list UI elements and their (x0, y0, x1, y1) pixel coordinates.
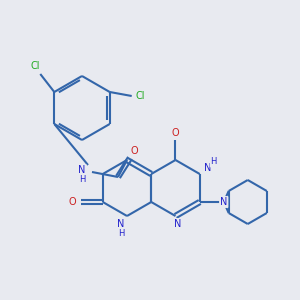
Text: N: N (78, 165, 86, 175)
Text: H: H (79, 175, 85, 184)
Text: N: N (174, 219, 181, 229)
Text: N: N (117, 219, 125, 229)
Text: N: N (220, 197, 227, 207)
Text: H: H (118, 229, 124, 238)
Text: O: O (172, 128, 179, 138)
Text: H: H (211, 158, 217, 166)
Text: Cl: Cl (31, 61, 40, 71)
Text: Cl: Cl (136, 91, 146, 101)
Text: N: N (204, 163, 212, 173)
Text: O: O (130, 146, 138, 156)
Text: O: O (69, 197, 76, 207)
